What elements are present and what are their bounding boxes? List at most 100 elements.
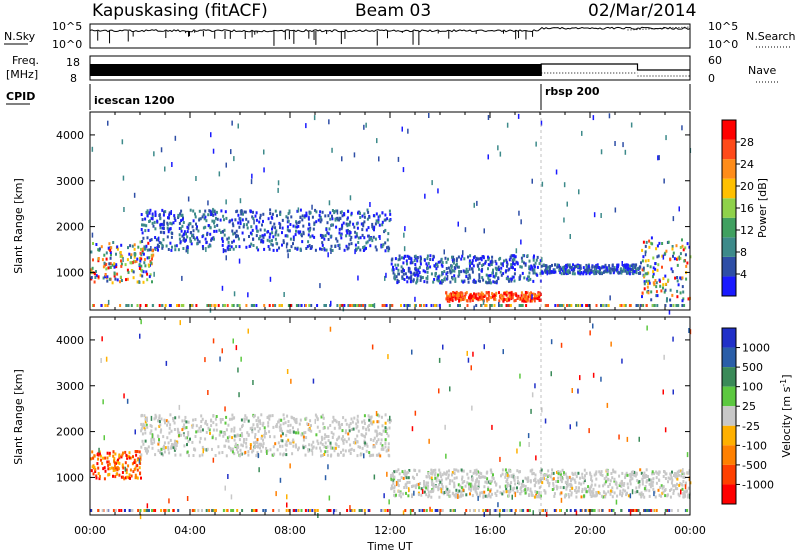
echo-cell [606, 268, 609, 272]
echo-cell [146, 248, 149, 252]
echo-cell [401, 275, 404, 279]
near-range-cell [253, 304, 255, 307]
scatter-cell [535, 141, 537, 147]
near-range-cell [368, 304, 371, 307]
echo-cell [181, 428, 184, 432]
echo-cell [486, 477, 489, 481]
echo-cell [282, 422, 285, 426]
echo-cell [268, 414, 271, 418]
echo-cell [667, 240, 670, 244]
scatter-cell [222, 248, 225, 254]
scatter-cell [238, 392, 240, 398]
echo-cell [204, 215, 207, 219]
echo-cell [168, 426, 171, 430]
near-range-cell [114, 509, 117, 512]
echo-cell [225, 439, 228, 443]
scatter-cell [212, 338, 215, 344]
echo-cell [279, 213, 282, 216]
echo-cell [160, 222, 163, 226]
echo-cell [360, 433, 363, 437]
echo-cell [483, 485, 486, 489]
echo-cell [139, 273, 142, 277]
echo-cell [436, 475, 439, 479]
echo-cell [453, 468, 456, 472]
near-range-cell [605, 304, 608, 307]
echo-cell [368, 454, 371, 458]
echo-cell [399, 479, 401, 482]
cpid-strip: CPID icescan 1200 rbsp 200 [6, 84, 691, 110]
echo-cell [652, 270, 655, 274]
echo-cell [123, 477, 126, 481]
echo-cell [517, 294, 520, 298]
near-range-cell [137, 509, 140, 512]
echo-cell [604, 480, 607, 484]
scatter-cell [221, 285, 224, 291]
scatter-cell [560, 342, 563, 348]
echo-cell [254, 440, 257, 444]
echo-cell [231, 436, 234, 440]
x-tick-label: 20:00 [574, 524, 606, 537]
echo-cell [460, 257, 463, 261]
near-range-cell [500, 304, 503, 307]
near-range-cell [686, 509, 689, 512]
echo-cell [595, 477, 598, 481]
echo-cell [237, 237, 240, 241]
scatter-cell [319, 283, 321, 289]
echo-cell [139, 240, 142, 244]
near-range-cell [514, 509, 517, 512]
near-range-cell [143, 509, 146, 512]
echo-cell [231, 413, 234, 417]
echo-cell [490, 263, 493, 266]
near-range-cell [391, 304, 394, 307]
echo-cell [169, 438, 172, 442]
echo-cell [529, 277, 532, 281]
echo-cell [309, 419, 312, 423]
echo-cell [381, 220, 384, 224]
echo-cell [163, 418, 166, 422]
echo-cell [256, 444, 259, 448]
echo-cell [687, 297, 690, 301]
echo-cell [154, 236, 157, 239]
echo-cell [679, 252, 682, 256]
echo-cell [384, 249, 387, 253]
echo-cell [432, 470, 435, 474]
near-range-cell [201, 509, 203, 512]
echo-cell [301, 218, 304, 222]
echo-cell [656, 244, 659, 248]
echo-cell [546, 474, 549, 478]
echo-cell [375, 248, 378, 252]
echo-cell [316, 417, 319, 421]
echo-cell [604, 495, 607, 499]
echo-cell [150, 439, 153, 443]
near-range-cell [164, 304, 167, 307]
echo-cell [677, 256, 680, 260]
scatter-cell [263, 167, 265, 173]
echo-cell [534, 473, 537, 477]
echo-cell [472, 264, 475, 268]
echo-cell [576, 489, 579, 493]
echo-cell [459, 291, 462, 295]
echo-cell [504, 484, 507, 488]
echo-cell [587, 264, 590, 268]
echo-cell [681, 238, 683, 242]
echo-cell [140, 445, 143, 449]
echo-cell [492, 280, 495, 284]
echo-cell [166, 235, 169, 239]
echo-cell [207, 224, 210, 227]
echo-cell [292, 440, 295, 444]
echo-cell [431, 488, 434, 491]
echo-cell [275, 425, 278, 429]
scatter-cell [544, 418, 547, 424]
echo-cell [457, 292, 460, 296]
echo-cell [673, 472, 676, 475]
echo-cell [495, 291, 498, 295]
echo-cell [449, 269, 452, 273]
echo-cell [166, 226, 169, 230]
near-range-cell [151, 304, 154, 307]
echo-cell [183, 423, 186, 427]
scatter-cell [528, 442, 530, 447]
echo-cell [357, 241, 360, 244]
scatter-cell [324, 475, 327, 481]
echo-cell [452, 259, 455, 263]
echo-cell [460, 468, 463, 472]
